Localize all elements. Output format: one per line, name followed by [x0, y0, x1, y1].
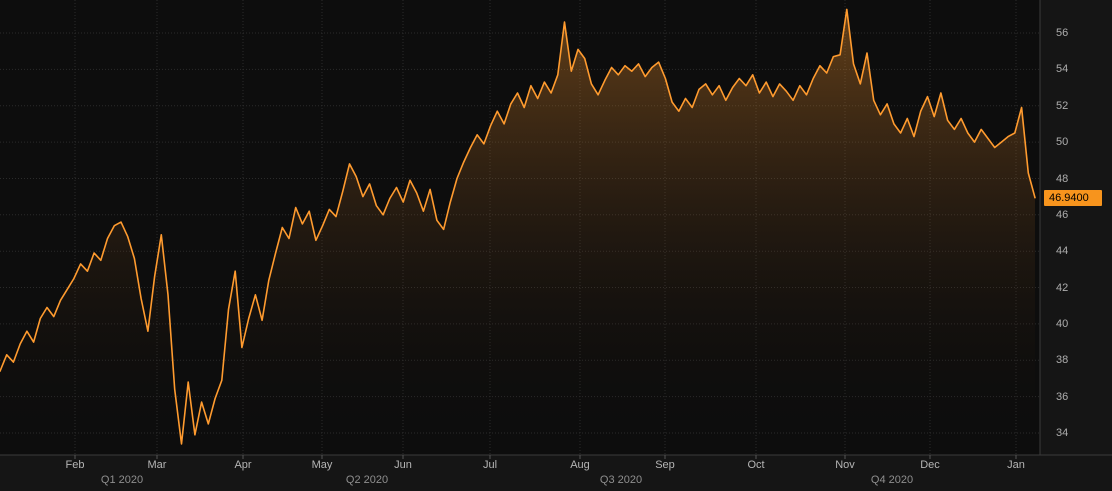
x-axis-month-label: Aug [570, 459, 590, 471]
x-axis-month-label: May [311, 459, 333, 471]
x-axis-quarter-label: Q2 2020 [345, 474, 389, 486]
y-axis-label: 56 [1056, 27, 1069, 39]
y-axis-label: 44 [1056, 245, 1069, 258]
x-axis-month-label: Feb [65, 459, 85, 471]
x-axis-month-label: Nov [835, 459, 855, 471]
y-axis-label: 52 [1056, 99, 1069, 112]
x-axis-month-label: Sep [655, 459, 675, 471]
x-axis-month-label: Apr [234, 459, 252, 471]
y-axis-label: 48 [1056, 172, 1069, 185]
x-axis-quarter-label: Q1 2020 [100, 474, 144, 486]
x-axis-month-label: Dec [920, 459, 940, 471]
x-axis-month-label: Jan [1007, 459, 1025, 471]
x-axis-month-label: Jun [394, 459, 412, 471]
price-line [0, 8, 1036, 445]
y-axis-label: 40 [1056, 317, 1069, 330]
x-axis-month-label: Jul [482, 459, 498, 471]
y-axis-label: 42 [1056, 281, 1069, 294]
last-price-tag: 46.9400 [1044, 189, 1102, 206]
last-price-value: 46.9400 [1049, 191, 1089, 204]
x-axis-month-label: Mar [147, 459, 167, 471]
y-axis-label: 34 [1056, 427, 1069, 439]
x-axis-quarter-label: Q4 2020 [870, 474, 914, 486]
y-axis-label: 54 [1056, 63, 1069, 76]
y-axis-label: 46 [1056, 208, 1069, 221]
area-fill [0, 9, 1035, 456]
y-axis-label: 36 [1056, 390, 1069, 403]
x-axis-quarter-label: Q3 2020 [599, 474, 643, 486]
y-axis-label: 38 [1056, 354, 1069, 367]
x-axis-month-label: Oct [747, 459, 765, 471]
y-axis-label: 50 [1056, 136, 1069, 149]
